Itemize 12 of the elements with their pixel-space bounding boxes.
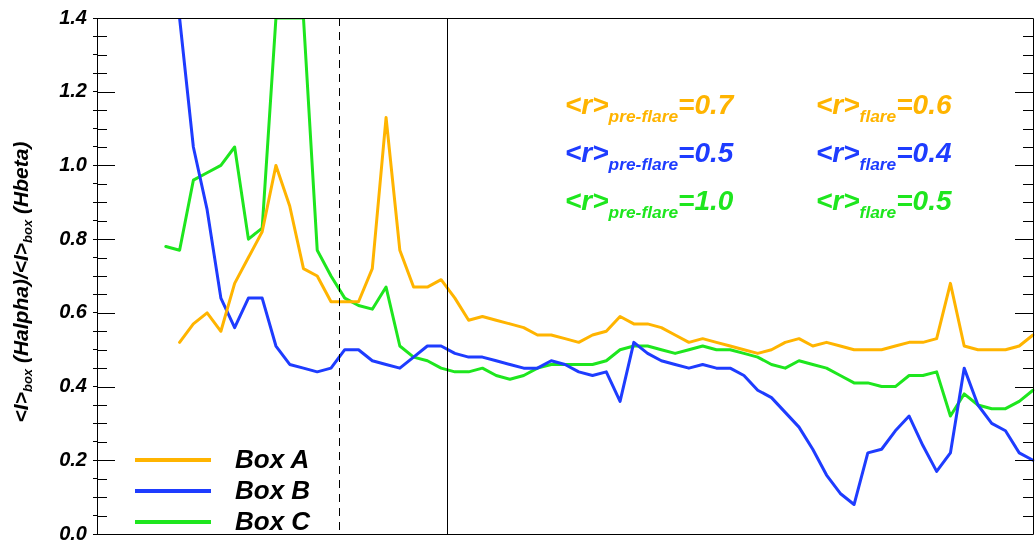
y-tick-label: 1.4 xyxy=(59,5,87,28)
legend-label: Box B xyxy=(235,475,311,506)
y-tick-label: 0.2 xyxy=(59,447,87,470)
y-tick-label: 0.4 xyxy=(59,374,87,397)
legend-label: Box C xyxy=(235,506,312,537)
y-tick-label: 0.0 xyxy=(59,521,87,544)
y-axis-title: <I>box (Halpha)/<I>box (Hbeta) xyxy=(8,141,35,423)
y-tick-label: 0.8 xyxy=(59,226,88,249)
y-tick-label: 1.2 xyxy=(59,79,87,102)
y-tick-label: 1.0 xyxy=(59,152,87,175)
legend-label: Box A xyxy=(235,444,310,475)
y-tick-label: 0.6 xyxy=(59,300,88,323)
